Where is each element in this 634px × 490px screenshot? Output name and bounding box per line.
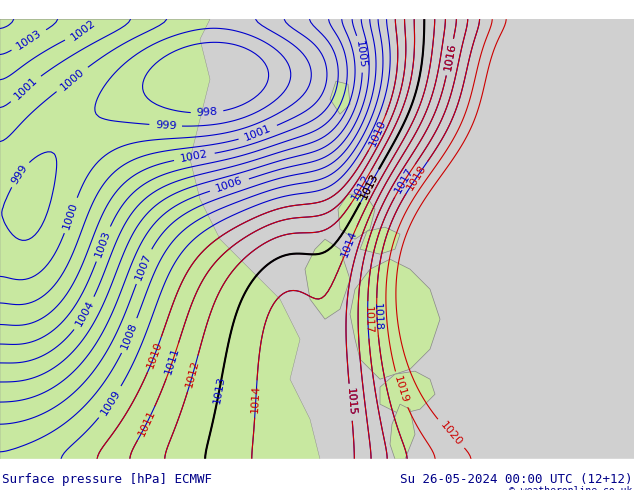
Text: 1010: 1010 <box>145 340 164 369</box>
Text: 1020: 1020 <box>438 420 463 448</box>
Polygon shape <box>390 404 415 459</box>
Text: 1011: 1011 <box>164 346 181 376</box>
Text: 1014: 1014 <box>250 385 262 414</box>
Bar <box>0 459 634 490</box>
Text: 1018: 1018 <box>372 302 382 331</box>
Polygon shape <box>350 259 440 379</box>
Text: 1002: 1002 <box>68 18 97 43</box>
Text: 1006: 1006 <box>214 176 244 195</box>
Text: 1014: 1014 <box>340 229 359 259</box>
Text: Su 26-05-2024 00:00 UTC (12+12): Su 26-05-2024 00:00 UTC (12+12) <box>399 473 632 486</box>
Text: 1007: 1007 <box>134 251 153 281</box>
Text: 1002: 1002 <box>179 149 209 164</box>
Text: 1015: 1015 <box>345 388 357 416</box>
Text: 1015: 1015 <box>345 388 357 416</box>
Text: 1018: 1018 <box>405 163 428 192</box>
Text: 1003: 1003 <box>94 229 112 259</box>
Polygon shape <box>380 371 435 414</box>
Text: 999: 999 <box>155 120 177 131</box>
Text: 1001: 1001 <box>12 75 39 102</box>
Text: 1019: 1019 <box>392 375 410 404</box>
Text: 1013: 1013 <box>359 171 380 200</box>
Polygon shape <box>0 19 180 459</box>
Text: 1013: 1013 <box>359 171 380 200</box>
Text: 1009: 1009 <box>99 388 122 417</box>
Polygon shape <box>338 194 375 239</box>
Text: 1011: 1011 <box>136 409 157 438</box>
Text: © weatheronline.co.uk: © weatheronline.co.uk <box>508 486 632 490</box>
Text: 1016: 1016 <box>443 43 457 72</box>
Polygon shape <box>330 81 350 114</box>
Text: 1016: 1016 <box>443 43 457 72</box>
Text: 1000: 1000 <box>61 200 80 230</box>
Text: 998: 998 <box>196 107 218 119</box>
Text: 1017: 1017 <box>393 166 416 195</box>
Text: 999: 999 <box>10 163 29 186</box>
Text: Surface pressure [hPa] ECMWF: Surface pressure [hPa] ECMWF <box>2 473 212 486</box>
Text: 1010: 1010 <box>367 118 388 148</box>
Text: 1004: 1004 <box>74 299 96 328</box>
Text: 1003: 1003 <box>14 28 43 51</box>
Text: 1012: 1012 <box>184 359 201 389</box>
Polygon shape <box>305 239 350 319</box>
Text: 1001: 1001 <box>243 123 273 143</box>
Text: 1017: 1017 <box>363 306 373 334</box>
Text: 1000: 1000 <box>58 67 86 92</box>
Polygon shape <box>360 227 400 254</box>
Polygon shape <box>0 19 320 459</box>
Text: 1005: 1005 <box>354 40 368 69</box>
Text: 1012: 1012 <box>350 172 373 202</box>
Text: 1008: 1008 <box>120 321 139 351</box>
Text: 1013: 1013 <box>212 375 227 404</box>
